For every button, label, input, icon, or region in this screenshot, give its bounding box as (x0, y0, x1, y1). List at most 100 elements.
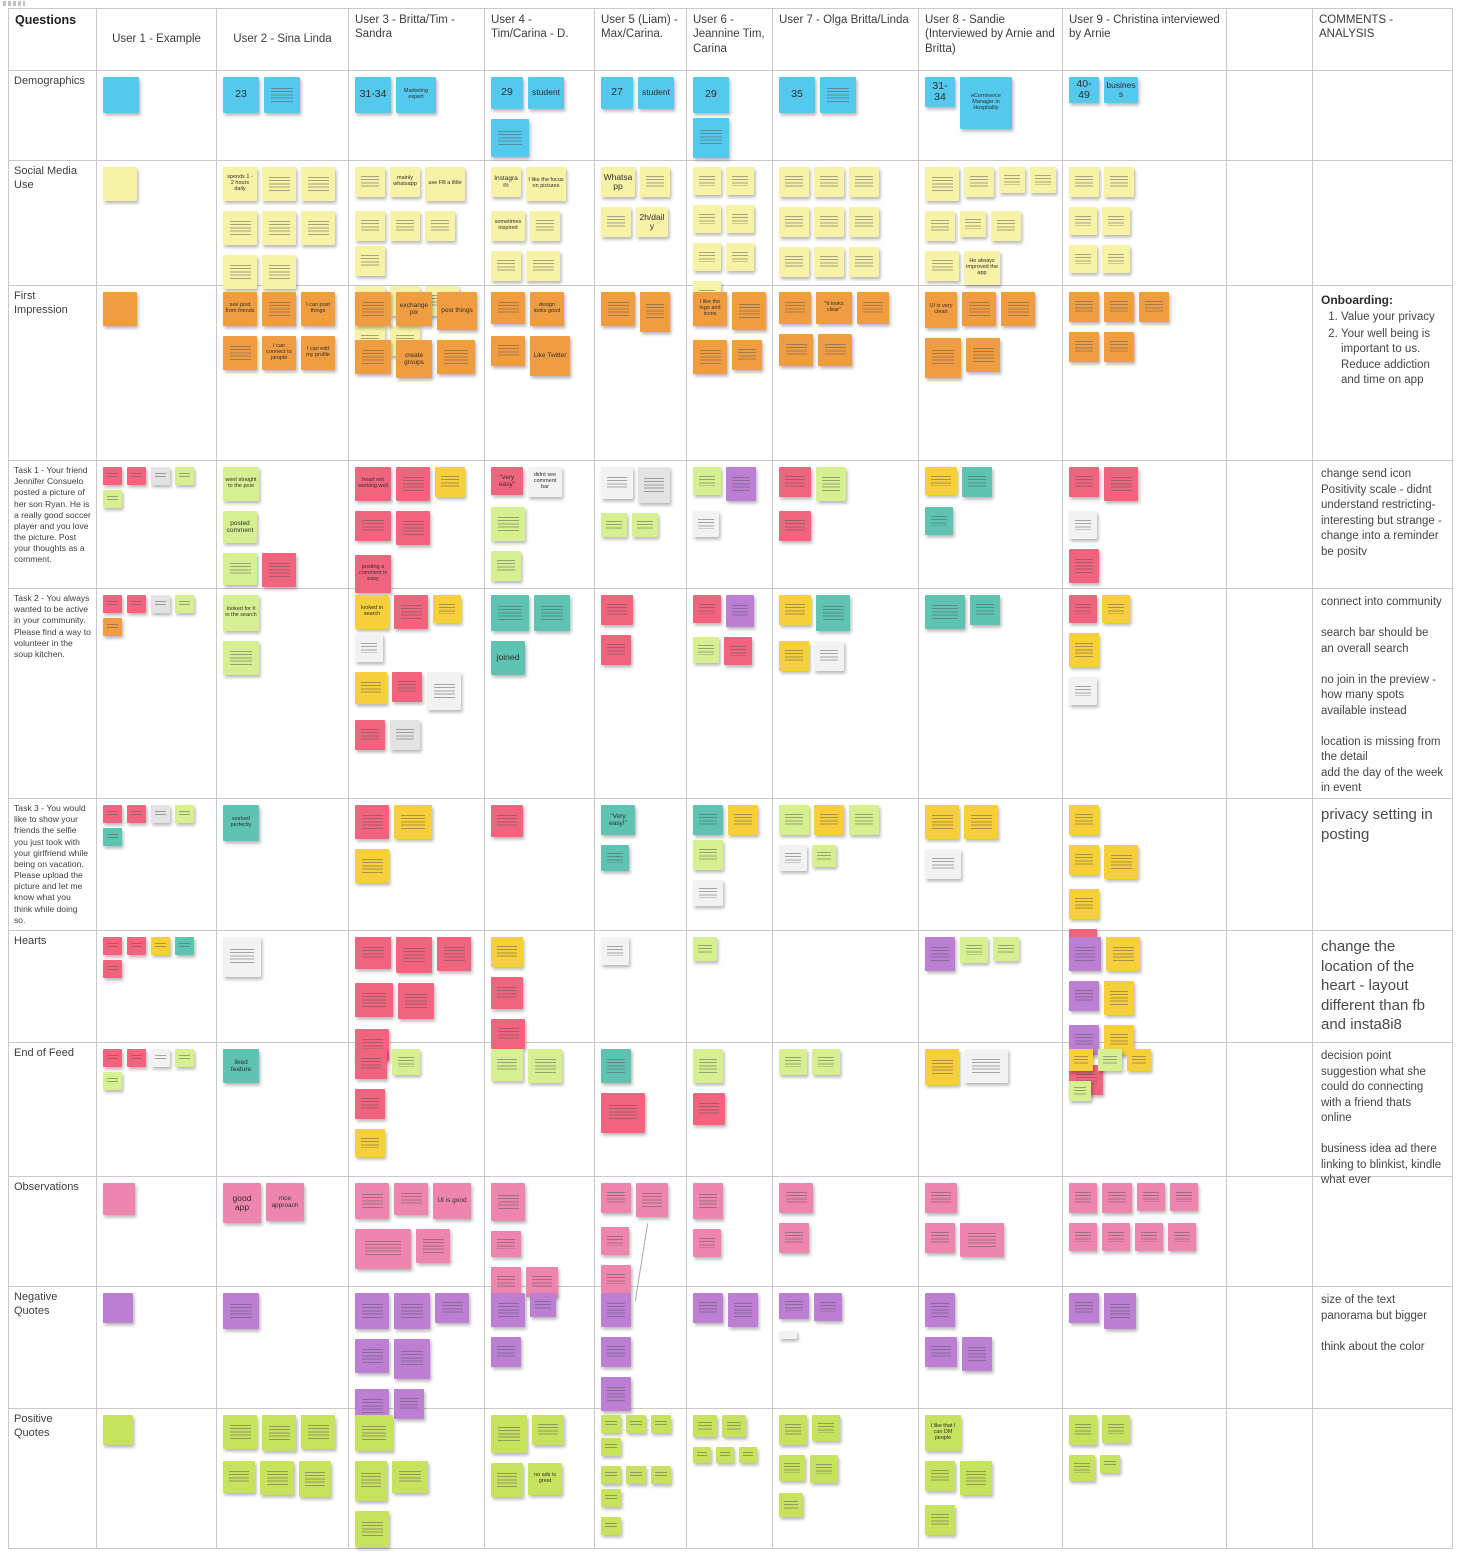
sticky-note[interactable] (223, 1461, 255, 1493)
sticky-note[interactable] (526, 251, 560, 281)
sticky-note[interactable] (1104, 467, 1138, 501)
sticky-note[interactable] (1102, 207, 1130, 235)
sticky-note[interactable] (223, 1415, 257, 1449)
sticky-note[interactable]: I can edit my profile (301, 336, 335, 370)
sticky-note[interactable] (779, 467, 811, 497)
sticky-note[interactable] (779, 1455, 805, 1481)
sticky-note[interactable] (103, 467, 122, 485)
sticky-note[interactable] (491, 805, 523, 837)
sticky-note[interactable] (814, 207, 844, 237)
sticky-note[interactable] (601, 1093, 645, 1133)
sticky-note[interactable]: exchange pix (396, 292, 432, 326)
sticky-note[interactable]: heart not working well (355, 467, 391, 501)
sticky-note[interactable] (260, 1461, 294, 1495)
sticky-note[interactable] (779, 247, 809, 277)
sticky-note[interactable] (355, 292, 391, 326)
sticky-note[interactable] (530, 211, 560, 241)
sticky-note[interactable]: Like Twitter (530, 336, 570, 376)
sticky-note[interactable] (390, 211, 420, 241)
sticky-note[interactable] (818, 334, 852, 366)
sticky-note[interactable] (925, 338, 961, 378)
sticky-note[interactable] (925, 1505, 955, 1535)
sticky-note[interactable]: business (1104, 77, 1138, 103)
sticky-note[interactable] (491, 1415, 527, 1453)
sticky-note[interactable] (528, 1049, 562, 1083)
sticky-note[interactable] (601, 1265, 631, 1293)
sticky-note[interactable]: UI is very clean (925, 292, 957, 328)
sticky-note[interactable]: UI is good (433, 1183, 471, 1219)
sticky-note[interactable]: I like that I can DM people (925, 1415, 961, 1451)
sticky-note[interactable] (1069, 207, 1097, 235)
sticky-note[interactable]: I like the focus on pictures (526, 167, 566, 201)
sticky-note[interactable] (262, 211, 296, 245)
sticky-note[interactable] (491, 336, 525, 366)
sticky-note[interactable] (103, 77, 139, 113)
sticky-note[interactable] (175, 937, 194, 955)
sticky-note[interactable] (223, 1293, 259, 1329)
sticky-note[interactable] (779, 1223, 809, 1253)
sticky-note[interactable] (262, 167, 296, 201)
sticky-note[interactable] (693, 118, 729, 158)
comment-cell-task2[interactable]: connect into community search bar should… (1313, 589, 1453, 799)
sticky-note[interactable] (264, 77, 300, 113)
sticky-note[interactable] (999, 167, 1025, 193)
sticky-note[interactable]: mainly whatsapp (390, 167, 420, 197)
sticky-note[interactable] (1102, 1223, 1130, 1251)
sticky-note[interactable] (693, 1049, 723, 1083)
sticky-note[interactable] (925, 849, 961, 879)
sticky-note[interactable] (491, 551, 521, 581)
sticky-note[interactable] (301, 211, 335, 245)
sticky-note[interactable] (814, 641, 844, 671)
sticky-note[interactable]: Marketing expert (396, 77, 436, 113)
comment-cell-first_impression[interactable]: Onboarding: Value your privacyYour well b… (1313, 286, 1453, 461)
sticky-note[interactable] (1069, 1455, 1095, 1481)
sticky-note[interactable] (925, 167, 959, 201)
sticky-note[interactable] (390, 720, 420, 750)
sticky-note[interactable] (991, 211, 1021, 241)
sticky-note[interactable] (636, 1183, 668, 1217)
sticky-note[interactable] (355, 983, 393, 1017)
sticky-note[interactable]: post things (437, 292, 477, 330)
sticky-note[interactable] (739, 1447, 757, 1463)
sticky-note[interactable] (779, 1415, 807, 1445)
sticky-note[interactable] (779, 805, 809, 835)
sticky-note[interactable] (1069, 1223, 1097, 1251)
sticky-note[interactable] (532, 1415, 564, 1445)
sticky-note[interactable] (966, 338, 1000, 372)
sticky-note[interactable] (1069, 1415, 1097, 1445)
sticky-note[interactable] (716, 1447, 734, 1463)
sticky-note[interactable] (601, 1517, 621, 1535)
sticky-note[interactable]: 29 (491, 77, 523, 109)
comment-cell-end_of_feed[interactable]: decision point suggestion what she could… (1313, 1043, 1453, 1186)
sticky-note[interactable] (355, 246, 385, 276)
sticky-note[interactable] (693, 1293, 723, 1323)
sticky-note[interactable] (355, 1511, 389, 1547)
sticky-note[interactable] (814, 1293, 842, 1321)
sticky-note[interactable] (127, 595, 146, 613)
sticky-note[interactable] (693, 1415, 717, 1437)
sticky-note[interactable] (728, 805, 758, 835)
sticky-note[interactable] (1069, 1081, 1091, 1101)
sticky-note[interactable]: I like the logo and icons (693, 292, 727, 326)
sticky-note[interactable] (534, 595, 570, 631)
sticky-note[interactable] (1104, 292, 1134, 322)
sticky-note[interactable] (435, 467, 465, 497)
sticky-note[interactable]: 40-49 (1069, 77, 1099, 103)
sticky-note[interactable] (732, 340, 762, 370)
sticky-note[interactable] (355, 340, 391, 374)
sticky-note[interactable] (299, 1461, 331, 1497)
sticky-note[interactable] (601, 1293, 631, 1327)
sticky-note[interactable] (103, 1415, 133, 1445)
sticky-note[interactable]: looked for it in the search (223, 595, 259, 631)
sticky-note[interactable] (1069, 467, 1099, 497)
sticky-note[interactable] (262, 553, 296, 587)
sticky-note[interactable] (993, 937, 1019, 961)
sticky-note[interactable] (693, 243, 721, 271)
sticky-note[interactable] (1069, 332, 1099, 362)
sticky-note[interactable] (437, 340, 475, 374)
sticky-note[interactable] (693, 1447, 711, 1463)
sticky-note[interactable] (175, 595, 194, 613)
sticky-note[interactable] (1098, 1049, 1122, 1071)
sticky-note[interactable] (1104, 845, 1138, 879)
sticky-note[interactable]: "very easy" (491, 467, 523, 495)
